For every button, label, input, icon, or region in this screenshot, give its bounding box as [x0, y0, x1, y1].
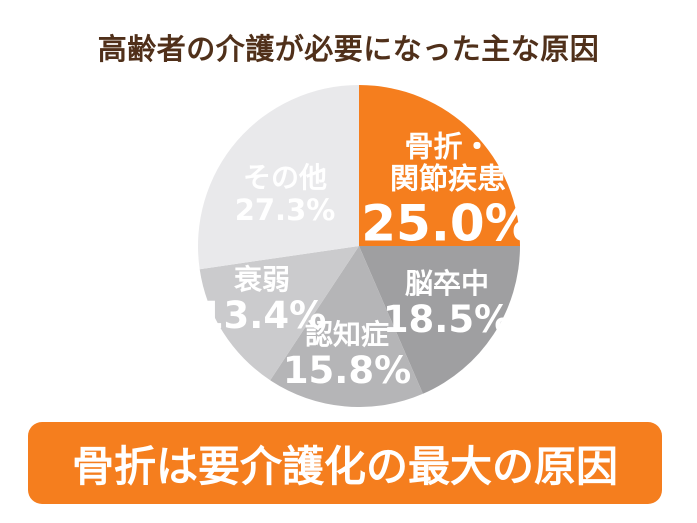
pie-slice-3 — [270, 246, 423, 407]
pie-slice-4 — [199, 246, 359, 381]
pie-slice-5 — [198, 85, 359, 270]
pie-slice-1 — [359, 85, 520, 246]
banner-text: 骨折は要介護化の最大の原因 — [71, 441, 618, 491]
chart-title: 高齢者の介護が必要になった主な原因 — [97, 32, 600, 66]
pie-chart: 骨折・ 関節疾患 25.0% 脳卒中 18.5% 認知症 15.8% 衰弱 13.4% その他 27… — [198, 85, 535, 407]
conclusion-banner: 骨折は要介護化の最大の原因 — [28, 422, 662, 504]
pie-svg — [198, 85, 520, 407]
pie-slice-2 — [359, 246, 520, 394]
